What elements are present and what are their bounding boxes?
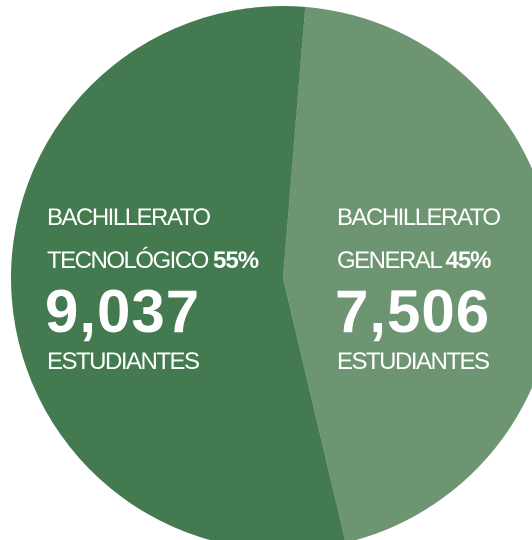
count-unit: ESTUDIANTES	[47, 348, 199, 375]
category-line: BACHILLERATO	[47, 204, 210, 231]
percent-label: 45%	[445, 247, 491, 274]
category-label: BACHILLERATO GENERAL 45%	[337, 204, 500, 274]
count-label: 7,506	[335, 278, 490, 345]
category-line: TECNOLÓGICO	[47, 247, 213, 274]
percent-label: 55%	[213, 247, 259, 274]
category-label: BACHILLERATO TECNOLÓGICO 55%	[47, 204, 259, 274]
category-line: GENERAL	[337, 247, 445, 274]
count-label: 9,037	[45, 278, 200, 345]
category-line: BACHILLERATO	[337, 204, 500, 231]
pie-slice	[11, 6, 345, 540]
count-unit: ESTUDIANTES	[337, 348, 489, 375]
pie-slice	[283, 6, 532, 540]
